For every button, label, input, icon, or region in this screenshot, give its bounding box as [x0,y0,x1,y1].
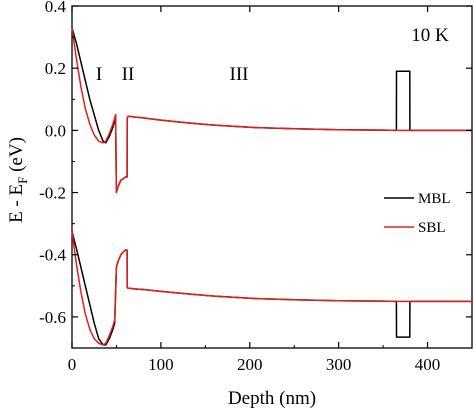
x-tick-label: 300 [326,355,352,374]
x-axis-title: Depth (nm) [228,388,316,409]
legend-label-sbl: SBL [418,220,446,236]
legend-label-mbl: MBL [418,191,451,207]
plot-frame [71,5,473,349]
y-tick-label: -0.2 [39,184,66,203]
region-label-ii: II [122,64,135,85]
tick-layer: 0 100 200 300 400 0.4 0.2 0.0 -0.2 -0.4 -0.6 [39,0,472,374]
legend: MBL SBL [384,191,451,236]
y-tick-label: 0.0 [45,121,66,140]
y-tick-label: 0.2 [45,59,66,78]
x-tick-label: 200 [237,355,263,374]
x-tick-label: 100 [148,355,174,374]
y-axis-title-subscript: F [15,177,30,184]
y-tick-label: 0.4 [45,0,67,16]
series-layer [71,27,472,346]
y-tick-label: -0.4 [39,246,66,265]
x-tick-label: 400 [415,355,441,374]
region-label-iii: III [230,64,249,85]
x-tick-label: 0 [68,355,77,374]
temperature-label: 10 K [411,25,449,46]
y-axis-title-unit: (eV) [6,137,27,177]
y-tick-label: -0.6 [39,308,66,327]
series-line-mbl-conduction [71,27,472,194]
y-axis-title-main: E - E [6,184,27,223]
series-line-sbl-conduction [71,27,472,194]
y-axis-title: E - EF (eV) [6,137,30,223]
series-line-sbl-valence [71,231,472,346]
region-label-i: I [96,64,102,85]
